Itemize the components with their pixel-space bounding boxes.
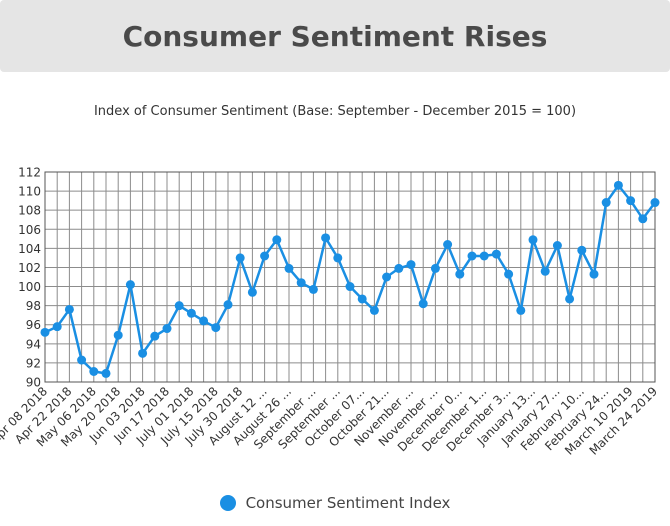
data-point [357, 294, 367, 304]
data-point [235, 253, 245, 263]
data-point [491, 249, 501, 259]
legend-marker [219, 495, 236, 511]
data-point [247, 287, 257, 297]
y-tick-label: 94 [26, 337, 41, 351]
y-tick-label: 108 [18, 204, 41, 218]
legend-label: Consumer Sentiment Index [245, 494, 451, 512]
data-point [223, 300, 233, 310]
data-point [186, 308, 196, 318]
data-point [52, 322, 62, 332]
data-point [406, 260, 416, 270]
data-point [308, 284, 318, 294]
y-tick-label: 102 [18, 261, 41, 275]
data-point [528, 235, 538, 245]
y-tick-label: 100 [18, 280, 41, 294]
data-point [613, 180, 623, 190]
data-point [211, 323, 221, 333]
chart-legend[interactable]: Consumer Sentiment Index [0, 494, 670, 512]
data-point [162, 324, 172, 334]
data-point [64, 304, 74, 314]
data-point [455, 269, 465, 279]
data-point [40, 327, 50, 337]
data-point [540, 266, 550, 276]
data-point [113, 330, 123, 340]
data-point [174, 301, 184, 311]
y-tick-label: 112 [18, 166, 41, 180]
data-point [430, 263, 440, 273]
chart-title: Index of Consumer Sentiment (Base: Septe… [93, 104, 577, 119]
data-point [516, 305, 526, 315]
data-point [382, 272, 392, 282]
data-point [284, 263, 294, 273]
data-point [577, 245, 587, 255]
data-point [552, 241, 562, 250]
data-point [101, 368, 111, 378]
y-tick-label: 110 [18, 185, 41, 199]
data-point [504, 269, 514, 279]
data-point [626, 196, 636, 206]
data-point [125, 280, 135, 290]
data-point [479, 251, 489, 261]
data-point [418, 299, 428, 309]
data-point [565, 294, 575, 304]
data-point [260, 251, 270, 261]
data-point [638, 214, 648, 224]
data-point [199, 316, 209, 326]
data-point [89, 367, 99, 376]
y-tick-label: 104 [18, 242, 41, 256]
page-title: Consumer Sentiment Rises [122, 19, 548, 53]
data-point [321, 233, 331, 243]
data-point [369, 305, 379, 315]
data-point [589, 269, 599, 279]
y-tick-label: 90 [26, 376, 41, 390]
data-point [345, 282, 355, 292]
y-tick-label: 98 [26, 299, 41, 313]
y-tick-label: 106 [18, 223, 41, 237]
data-point [138, 348, 148, 358]
data-point [333, 253, 343, 263]
data-point [272, 235, 282, 245]
data-point [467, 251, 477, 261]
data-point [77, 355, 87, 365]
data-point [601, 198, 611, 208]
data-point [150, 331, 160, 341]
data-point [650, 198, 660, 208]
y-tick-label: 96 [26, 318, 41, 332]
y-tick-label: 92 [26, 356, 41, 370]
data-point [394, 263, 404, 273]
data-point [443, 240, 453, 250]
title-banner: Consumer Sentiment Rises [0, 0, 670, 72]
plot-frame [44, 171, 656, 383]
data-point [296, 278, 306, 288]
